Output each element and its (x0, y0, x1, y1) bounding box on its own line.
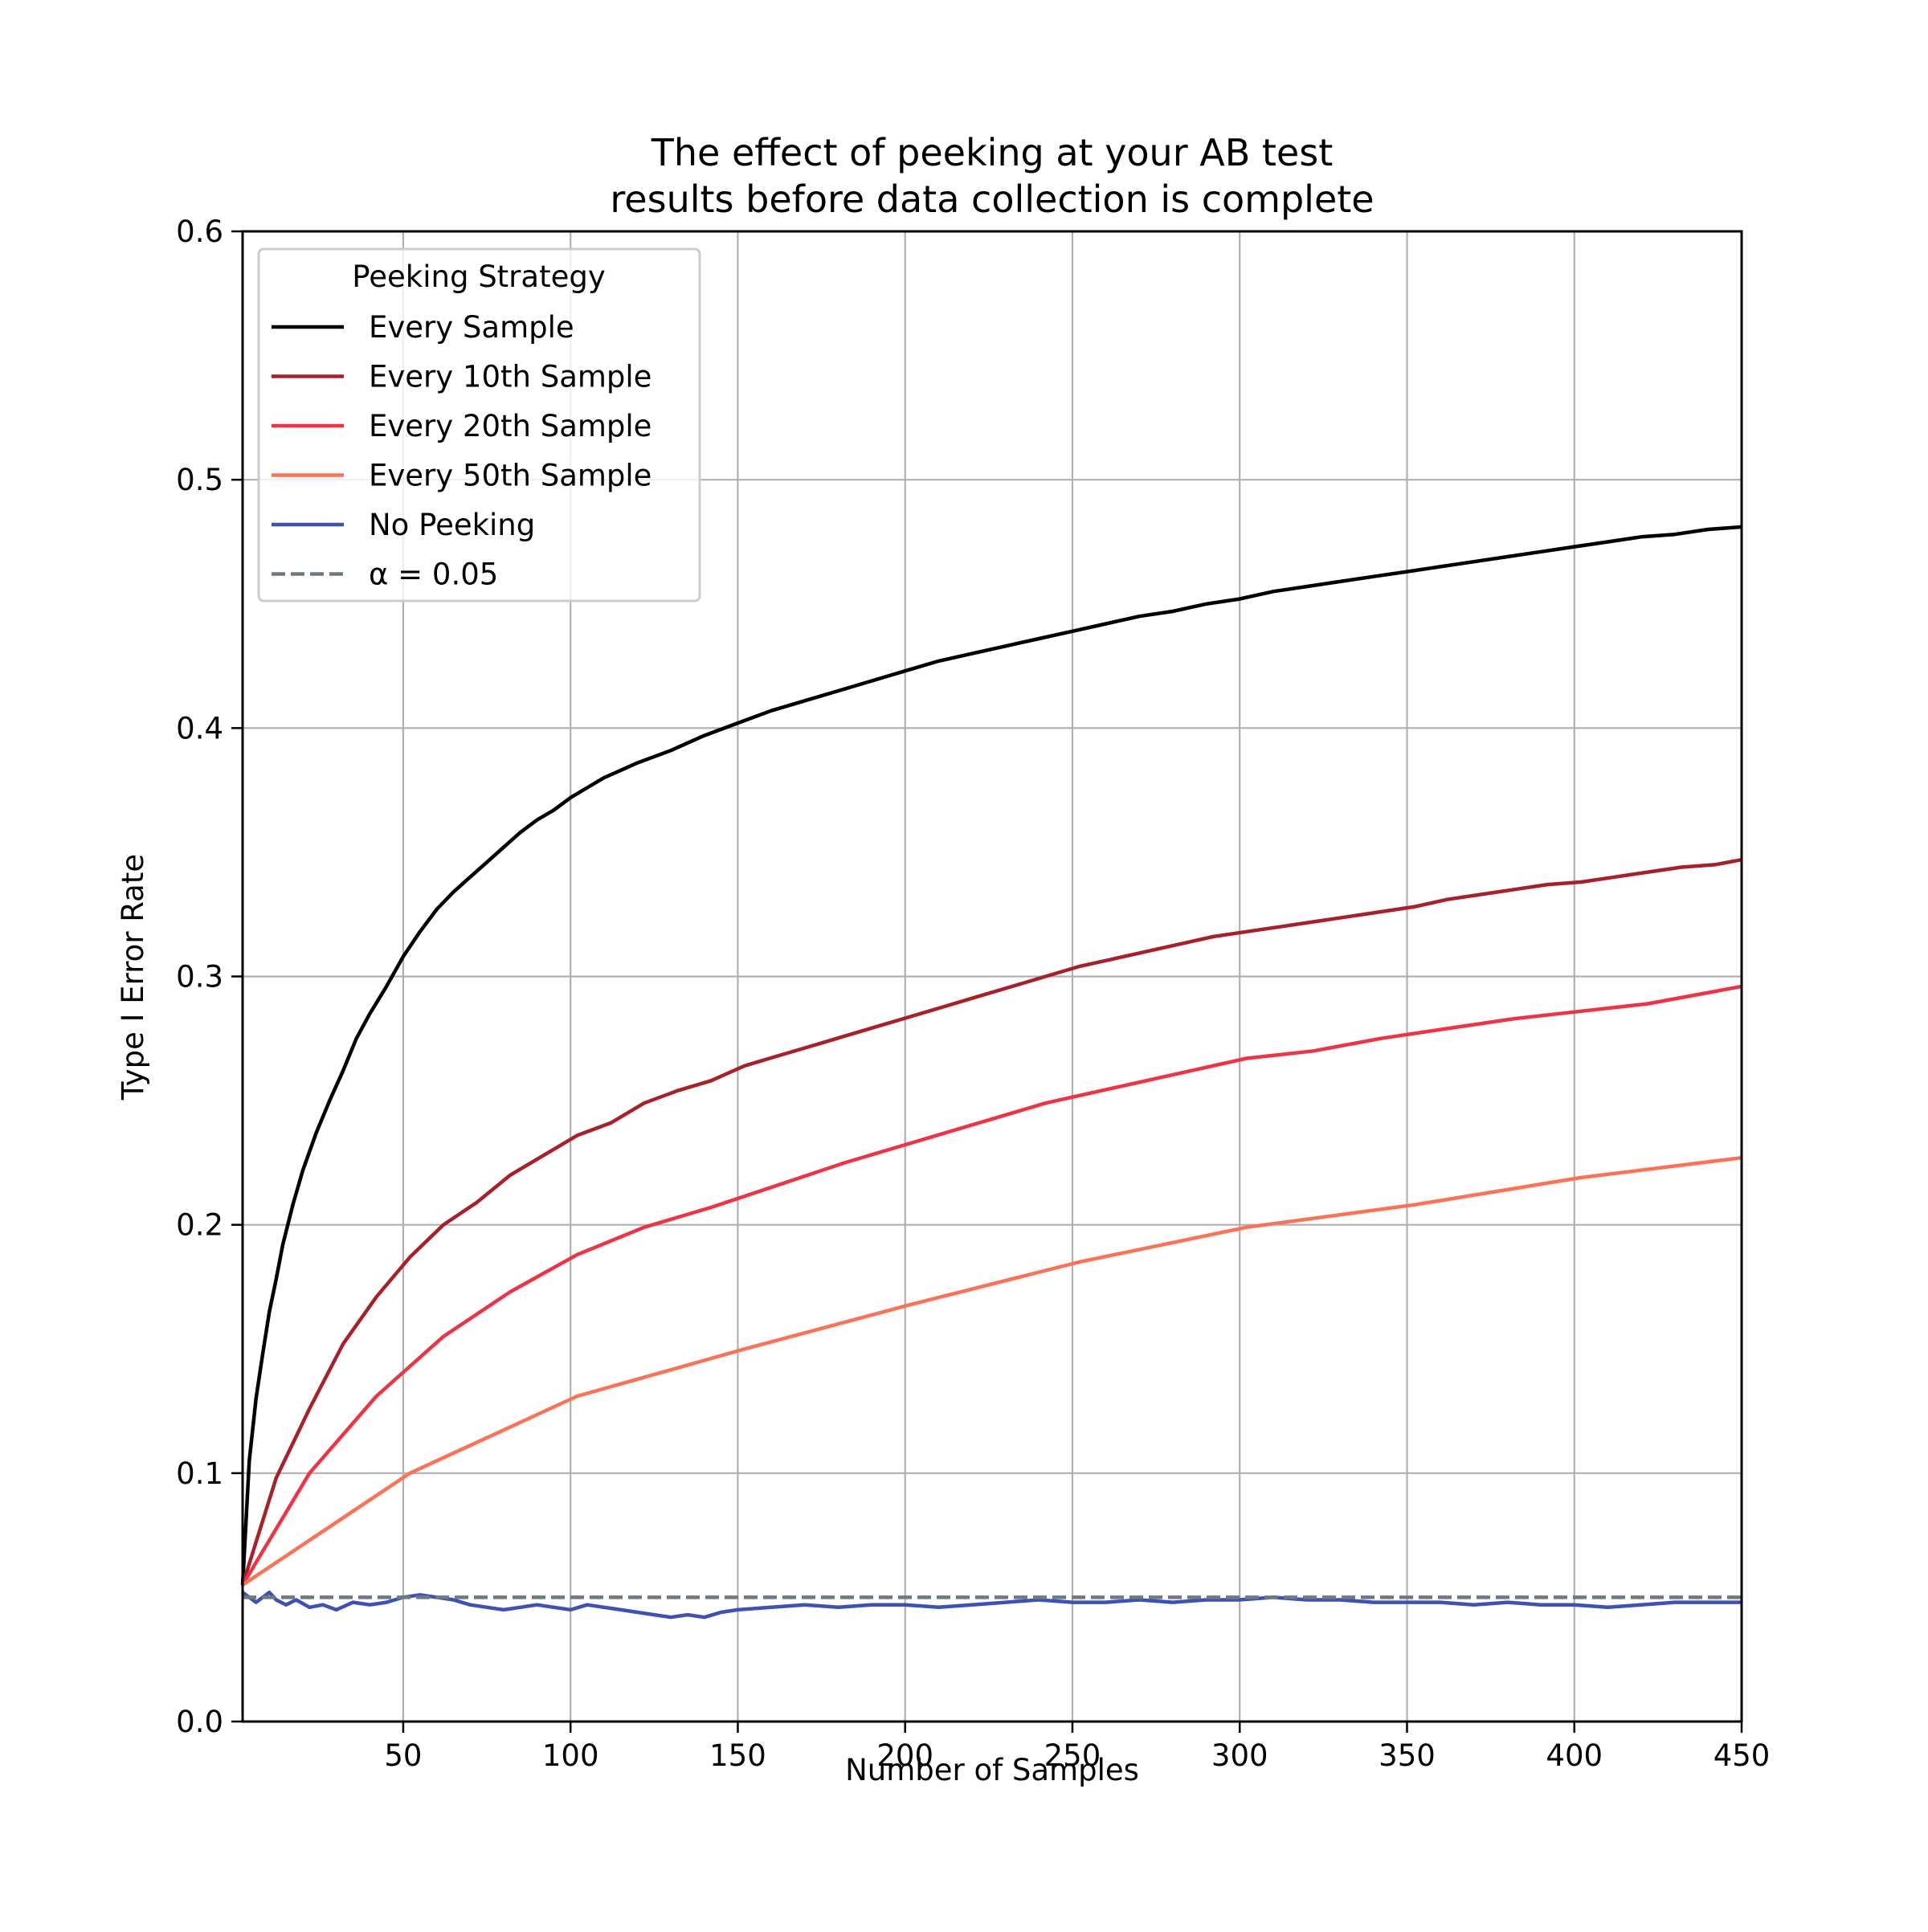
y-tick-label: 0.5 (176, 463, 223, 497)
legend: Peeking Strategy Every Sample Every 10th … (257, 247, 701, 602)
y-tick-label: 0.1 (176, 1456, 223, 1491)
x-tick-label: 150 (709, 1738, 766, 1773)
x-tick-label: 350 (1379, 1738, 1436, 1773)
legend-label-0: Every Sample (369, 310, 574, 345)
legend-items: Every Sample Every 10th Sample Every 20th … (272, 310, 652, 592)
y-axis-label: Type I Error Rate (116, 854, 150, 1101)
y-tick-label: 0.2 (176, 1208, 223, 1243)
chart-title-line-1: The effect of peeking at your AB test (651, 131, 1333, 174)
axis-ticks: 50 100 150 200 250 300 350 400 450 0.0 0.1 0.2 0.3 0.… (176, 214, 1770, 1773)
series-line-2 (241, 984, 1742, 1587)
series-line-0 (240, 525, 1742, 1586)
grid (243, 230, 1743, 1723)
y-tick-label: 0.4 (176, 711, 223, 745)
y-tick-label: 0.6 (176, 214, 223, 249)
x-tick-label: 400 (1546, 1738, 1603, 1773)
series-line-4 (241, 1590, 1742, 1620)
x-tick-label: 450 (1714, 1738, 1771, 1773)
x-tick-label: 300 (1211, 1738, 1268, 1773)
x-tick-label: 200 (876, 1738, 933, 1773)
legend-label-2: Every 20th Sample (369, 409, 652, 443)
legend-label-5: α = 0.05 (369, 558, 498, 592)
x-tick-label: 50 (384, 1738, 422, 1773)
x-tick-label: 250 (1044, 1738, 1101, 1773)
series-line-3 (241, 1155, 1742, 1587)
legend-title: Peeking Strategy (352, 259, 605, 294)
series-lines (240, 525, 1742, 1620)
series-line-1 (240, 857, 1742, 1586)
y-tick-label: 0.0 (176, 1705, 223, 1739)
x-tick-label: 100 (542, 1738, 599, 1773)
x-axis-label: Number of Samples (845, 1753, 1139, 1787)
chart-title: The effect of peeking at your AB test re… (610, 131, 1374, 221)
chart-title-line-2: results before data collection is comple… (610, 178, 1374, 221)
legend-label-4: No Peeking (369, 508, 535, 542)
legend-box (257, 247, 701, 602)
legend-label-1: Every 10th Sample (369, 360, 652, 394)
legend-label-3: Every 50th Sample (369, 459, 652, 493)
y-tick-label: 0.3 (176, 960, 223, 995)
